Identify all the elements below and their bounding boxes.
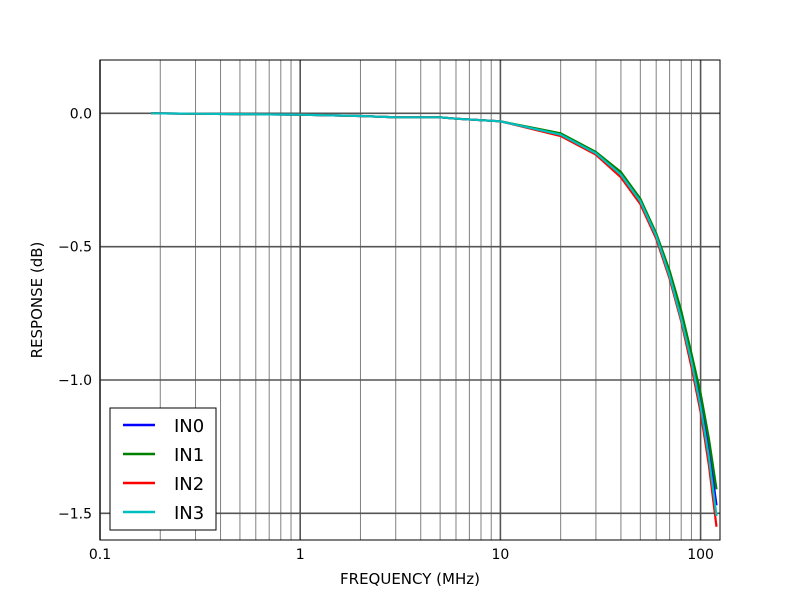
y-tick-label: −1.5	[58, 506, 92, 522]
legend: IN0 IN1 IN2 IN3	[109, 407, 217, 531]
ticks: 0.1 1 10 100 0.0 −0.5 −1.0 −1.5	[58, 106, 714, 563]
legend-label: IN3	[174, 503, 204, 524]
legend-box	[109, 407, 217, 531]
series-line-in1	[151, 112, 718, 490]
legend-label: IN1	[174, 445, 204, 466]
series-line-in2	[151, 112, 718, 527]
y-tick-label: −1.0	[58, 373, 92, 389]
plot-frame	[99, 59, 721, 541]
x-tick-label: 10	[491, 547, 509, 563]
y-tick-label: 0.0	[70, 106, 92, 122]
legend-label: IN0	[174, 416, 204, 437]
series-lines	[151, 112, 718, 527]
legend-label: IN2	[174, 474, 204, 495]
y-axis-label: RESPONSE (dB)	[28, 242, 46, 359]
x-tick-label: 1	[296, 547, 305, 563]
series-line-in3	[151, 112, 718, 517]
x-axis-label: FREQUENCY (MHz)	[340, 570, 480, 588]
x-tick-label: 100	[687, 547, 714, 563]
y-tick-label: −0.5	[58, 240, 92, 256]
x-tick-label: 0.1	[89, 547, 111, 563]
series-line-in0	[151, 112, 718, 506]
